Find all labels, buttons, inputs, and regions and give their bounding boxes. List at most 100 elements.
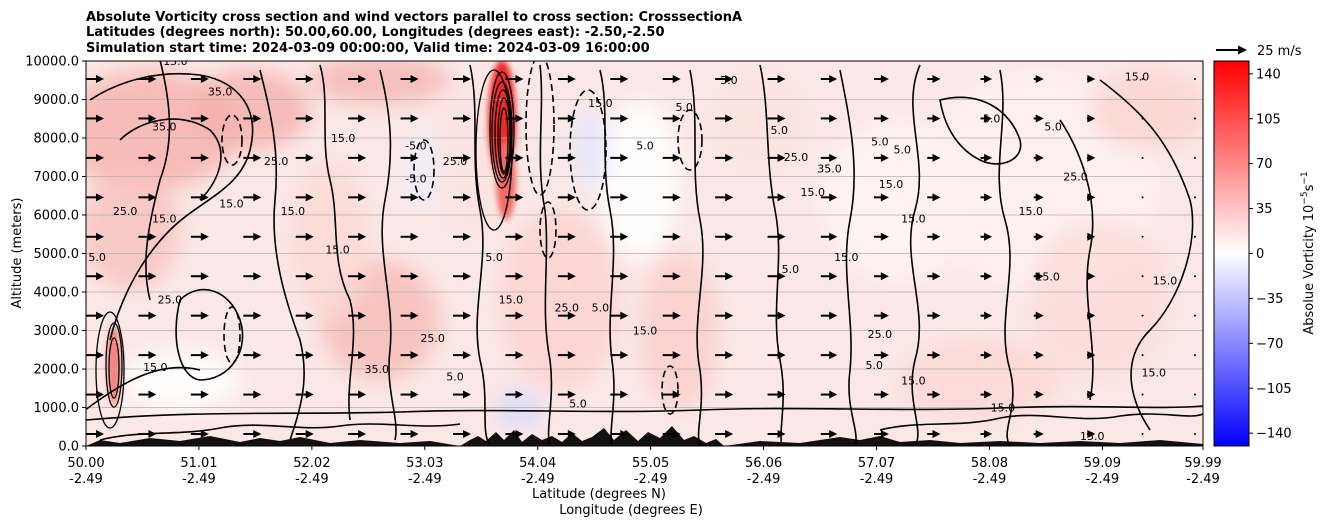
contour-label: 15.0	[879, 178, 904, 191]
wind-vector	[820, 272, 838, 281]
wind-vector	[610, 153, 629, 162]
wind-vector	[505, 153, 524, 162]
wind-vector	[1086, 114, 1096, 123]
wind-vector	[1141, 117, 1144, 120]
wind-vector	[295, 193, 314, 202]
colorbar-tick-label: 140	[1256, 67, 1281, 82]
wind-vector-field	[86, 75, 1196, 438]
wind-vector	[874, 232, 889, 241]
wind-vector	[662, 272, 681, 281]
wind-vector	[243, 311, 262, 320]
x-tick-label-lon: -2.49	[1086, 472, 1120, 487]
contour-label: 15.0	[1080, 430, 1105, 443]
wind-vector	[980, 153, 993, 162]
y-tick-label: 3000.0	[34, 324, 80, 339]
wind-vector	[190, 311, 209, 320]
wind-vector	[557, 193, 576, 202]
wind-vector	[557, 311, 576, 320]
wind-vector	[767, 311, 786, 320]
contour-label: 5.0	[782, 263, 800, 276]
y-tick-label: 1000.0	[34, 401, 80, 416]
wind-vector	[1141, 354, 1144, 357]
terrain-silhouette-3	[724, 436, 1203, 446]
contour-label-layer: 15.0 35.0 35.0 25.0 15.0 15.0 25.0 15.0 5.0 15.0 1…	[88, 61, 1177, 443]
wind-vector	[927, 114, 941, 123]
wind-vector	[1194, 275, 1196, 278]
wind-vector	[138, 390, 157, 399]
wind-vector	[138, 75, 157, 83]
wind-vector	[348, 114, 367, 123]
wind-vector	[453, 114, 471, 123]
wind-vector	[557, 430, 576, 438]
y-tick-label: 7000.0	[34, 170, 80, 185]
wind-vector	[1086, 232, 1096, 241]
wind-vector	[980, 114, 993, 123]
wind-vector	[610, 311, 629, 320]
wind-vector	[295, 75, 314, 83]
wind-vector	[400, 193, 419, 202]
wind-vector	[453, 232, 471, 241]
wind-vector	[874, 430, 889, 438]
wind-vector	[980, 430, 993, 438]
wind-vector	[715, 430, 734, 438]
colorbar-ticks: 140 105 70 35 0 −35 −70 −105 −140	[1249, 67, 1292, 442]
chart-title-line-3: Simulation start time: 2024-03-09 00:00:…	[86, 41, 650, 56]
wind-vector	[820, 430, 838, 438]
wind-vector	[243, 75, 262, 83]
wind-vector	[295, 114, 314, 123]
wind-vector	[295, 232, 314, 241]
wind-vector	[453, 311, 471, 320]
contour-label: 15.0	[1019, 205, 1044, 218]
wind-vector	[820, 75, 838, 83]
wind-vector	[86, 193, 104, 202]
contour-label: 5.0	[569, 398, 587, 411]
x-tick-label-lon: -2.49	[182, 472, 216, 487]
wind-vector	[927, 193, 941, 202]
terrain-silhouette-1	[460, 426, 724, 446]
wind-vector	[190, 114, 209, 123]
wind-vector	[505, 351, 524, 360]
wind-vector	[662, 114, 681, 123]
wind-vector	[767, 193, 786, 202]
y-tick-label: 4000.0	[34, 286, 80, 301]
wind-vector	[138, 193, 157, 202]
contour-label: 25.0	[868, 328, 893, 341]
wind-vector	[820, 351, 838, 360]
colorbar: 140 105 70 35 0 −35 −70 −105 −140 Absolue Vortic…	[1213, 60, 1317, 447]
wind-vector	[767, 390, 786, 399]
wind-vector	[1033, 232, 1044, 241]
contour-label: 5.0	[636, 140, 654, 153]
contour-label: 15.0	[281, 205, 306, 218]
wind-vector	[86, 351, 104, 360]
wind-vector	[662, 351, 681, 360]
wind-vector	[243, 351, 262, 360]
wind-vector	[505, 272, 524, 281]
x-axis-label-latitude: Latitude (degrees N)	[532, 487, 666, 502]
wind-vector	[610, 75, 629, 83]
colorbar-label: Absolue Vorticity 10−5s−1	[1300, 171, 1317, 334]
wind-vector	[1033, 193, 1044, 202]
x-tick-label-lon: -2.49	[634, 472, 668, 487]
x-tick-label-lon: -2.49	[1186, 472, 1220, 487]
wind-vector	[1194, 354, 1196, 357]
x-axis-label-longitude: Longitude (degrees E)	[559, 503, 703, 518]
wind-vector	[1194, 78, 1196, 80]
wind-vector	[1194, 314, 1196, 317]
wind-vector	[557, 153, 576, 162]
x-tick-label-lon: -2.49	[747, 472, 781, 487]
y-tick-label: 2000.0	[34, 363, 80, 378]
wind-vector	[715, 153, 734, 162]
wind-vector	[348, 390, 367, 399]
wind-vector	[767, 232, 786, 241]
plot-area: 15.0 35.0 35.0 25.0 15.0 15.0 25.0 15.0 5.0 15.0 1…	[86, 61, 1203, 446]
wind-vector	[453, 193, 471, 202]
x-tick-label-lat: 52.02	[293, 456, 330, 471]
wind-vector	[138, 272, 157, 281]
x-tick-label-lat: 58.08	[971, 456, 1008, 471]
colorbar-tick-label: 0	[1256, 247, 1264, 262]
x-tick-label-lat: 51.01	[180, 456, 217, 471]
quiver-key-arrow-icon	[1238, 45, 1247, 55]
wind-vector	[190, 153, 209, 162]
contour-label: 5.0	[720, 74, 738, 87]
wind-vector	[138, 430, 157, 438]
